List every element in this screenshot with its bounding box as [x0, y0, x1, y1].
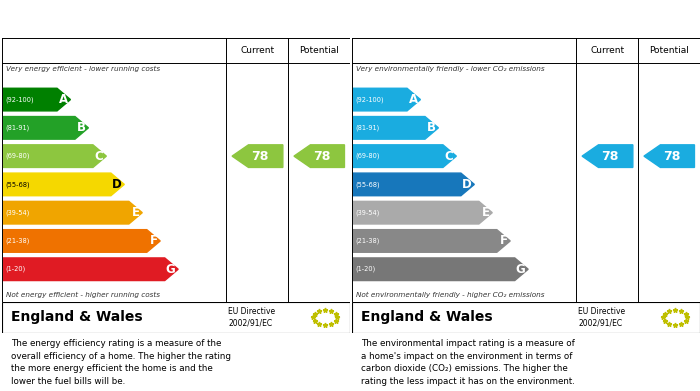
Polygon shape [294, 145, 344, 167]
Text: 78: 78 [601, 150, 619, 163]
Text: England & Wales: England & Wales [360, 310, 492, 325]
Text: England & Wales: England & Wales [10, 310, 142, 325]
Text: (92-100): (92-100) [356, 96, 384, 103]
Text: (92-100): (92-100) [6, 96, 34, 103]
Text: Very environmentally friendly - lower CO₂ emissions: Very environmentally friendly - lower CO… [356, 66, 544, 72]
Text: 78: 78 [313, 150, 330, 163]
Text: Not energy efficient - higher running costs: Not energy efficient - higher running co… [6, 292, 160, 298]
Text: D: D [462, 178, 472, 191]
Text: C: C [444, 150, 454, 163]
Text: EU Directive
2002/91/EC: EU Directive 2002/91/EC [578, 307, 625, 328]
Polygon shape [3, 173, 125, 196]
Text: (55-68): (55-68) [356, 181, 380, 188]
Polygon shape [353, 145, 456, 167]
Polygon shape [3, 145, 106, 167]
Text: Current: Current [590, 46, 624, 55]
Polygon shape [353, 258, 528, 281]
Polygon shape [353, 230, 510, 252]
Text: C: C [94, 150, 104, 163]
Text: F: F [499, 235, 508, 248]
Text: Potential: Potential [650, 46, 689, 55]
Polygon shape [232, 145, 283, 167]
Polygon shape [3, 88, 71, 111]
Text: 78: 78 [251, 150, 269, 163]
Text: Very energy efficient - lower running costs: Very energy efficient - lower running co… [6, 66, 160, 72]
Text: G: G [516, 263, 526, 276]
Text: F: F [149, 235, 158, 248]
Text: (21-38): (21-38) [356, 238, 380, 244]
Text: Current: Current [240, 46, 274, 55]
Polygon shape [3, 258, 178, 281]
Text: B: B [426, 121, 435, 135]
Text: A: A [59, 93, 68, 106]
Text: E: E [132, 206, 139, 219]
Polygon shape [3, 230, 160, 252]
Text: EU Directive
2002/91/EC: EU Directive 2002/91/EC [228, 307, 275, 328]
Text: Potential: Potential [300, 46, 339, 55]
Polygon shape [3, 201, 142, 224]
Text: (1-20): (1-20) [356, 266, 376, 273]
Polygon shape [3, 117, 88, 139]
Polygon shape [353, 201, 492, 224]
Polygon shape [353, 117, 438, 139]
Polygon shape [582, 145, 633, 167]
Text: Not environmentally friendly - higher CO₂ emissions: Not environmentally friendly - higher CO… [356, 292, 544, 298]
Text: (21-38): (21-38) [6, 238, 30, 244]
Polygon shape [353, 173, 475, 196]
Text: G: G [166, 263, 176, 276]
Text: (81-91): (81-91) [6, 125, 30, 131]
Text: E: E [482, 206, 489, 219]
Text: A: A [409, 93, 418, 106]
Text: (81-91): (81-91) [356, 125, 380, 131]
Text: (39-54): (39-54) [6, 210, 30, 216]
Text: 78: 78 [663, 150, 680, 163]
Text: (69-80): (69-80) [356, 153, 380, 160]
Polygon shape [644, 145, 694, 167]
Text: (55-68): (55-68) [6, 181, 30, 188]
Text: The environmental impact rating is a measure of
a home's impact on the environme: The environmental impact rating is a mea… [360, 339, 575, 386]
Text: Environmental Impact (CO₂) Rating: Environmental Impact (CO₂) Rating [360, 16, 623, 29]
Text: (69-80): (69-80) [6, 153, 30, 160]
Text: (39-54): (39-54) [356, 210, 380, 216]
Text: The energy efficiency rating is a measure of the
overall efficiency of a home. T: The energy efficiency rating is a measur… [10, 339, 231, 386]
Text: B: B [76, 121, 85, 135]
Text: Energy Efficiency Rating: Energy Efficiency Rating [10, 16, 194, 29]
Text: D: D [112, 178, 122, 191]
Text: (1-20): (1-20) [6, 266, 26, 273]
Polygon shape [353, 88, 421, 111]
